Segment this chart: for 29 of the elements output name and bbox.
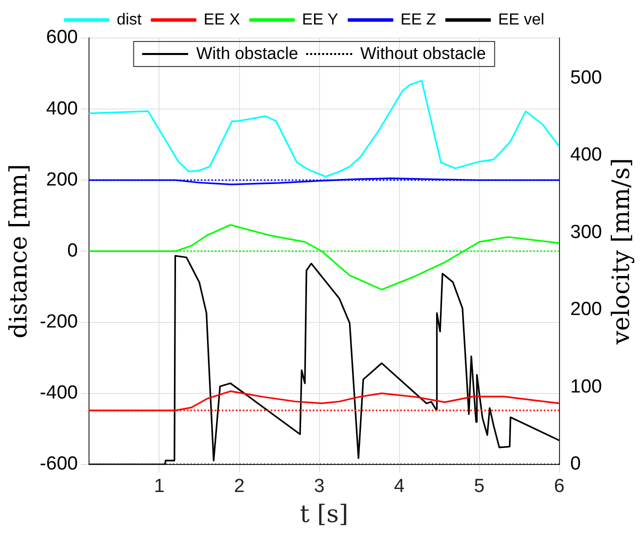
annotation: Without obstacle [360,44,486,64]
legend-label: EE Y [302,11,339,28]
x-tick-label: 3 [314,476,325,498]
y-axis-title: distance [mm] [4,164,33,338]
x-tick-label: 5 [474,476,485,498]
y-tick-label: -200 [40,312,78,332]
y2-tick-label: 300 [570,222,602,243]
y-tick-label: 0 [67,240,78,262]
y-tick-label: 200 [46,169,78,190]
y-tick-label: -400 [40,382,78,404]
legend-label: EE X [204,11,240,28]
y2-axis-title: velocity [mm/s] [607,158,636,346]
y2-tick-label: 100 [570,376,602,398]
x-tick-label: 6 [554,476,565,498]
x-tick-label: 2 [234,476,245,498]
y2-tick-label: 400 [570,144,602,166]
y-tick-label: 600 [46,27,78,48]
x-axis-title: t [s] [300,500,348,528]
y-tick-label: 400 [46,98,78,120]
y2-tick-label: 500 [570,67,602,88]
annotation: With obstacle [196,44,298,64]
legend-label: EE vel [498,11,544,28]
legend-label: dist [116,11,142,28]
legend-label: EE Z [400,11,436,28]
x-tick-label: 1 [154,476,165,498]
y2-tick-label: 0 [570,454,581,475]
y2-tick-label: 200 [570,299,602,320]
y-tick-label: -600 [40,454,78,475]
x-tick-label: 4 [394,476,405,498]
